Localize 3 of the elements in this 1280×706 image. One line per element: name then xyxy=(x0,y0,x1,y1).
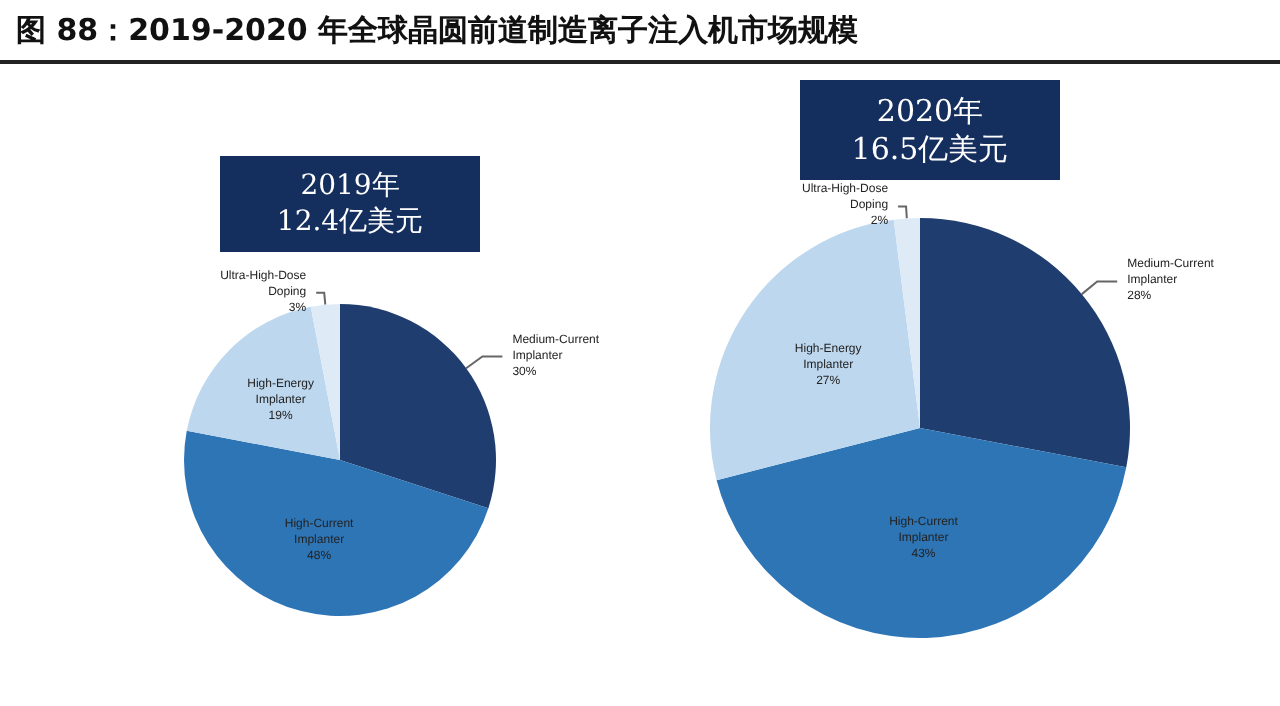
chart-subtitle: 2019年 12.4亿美元 xyxy=(276,170,424,238)
chart-subtitle: 2020年 16.5亿美元 xyxy=(851,93,1009,167)
chart-title: 图 88：2019-2020 年全球晶圆前道制造离子注入机市场规模 xyxy=(16,12,859,50)
